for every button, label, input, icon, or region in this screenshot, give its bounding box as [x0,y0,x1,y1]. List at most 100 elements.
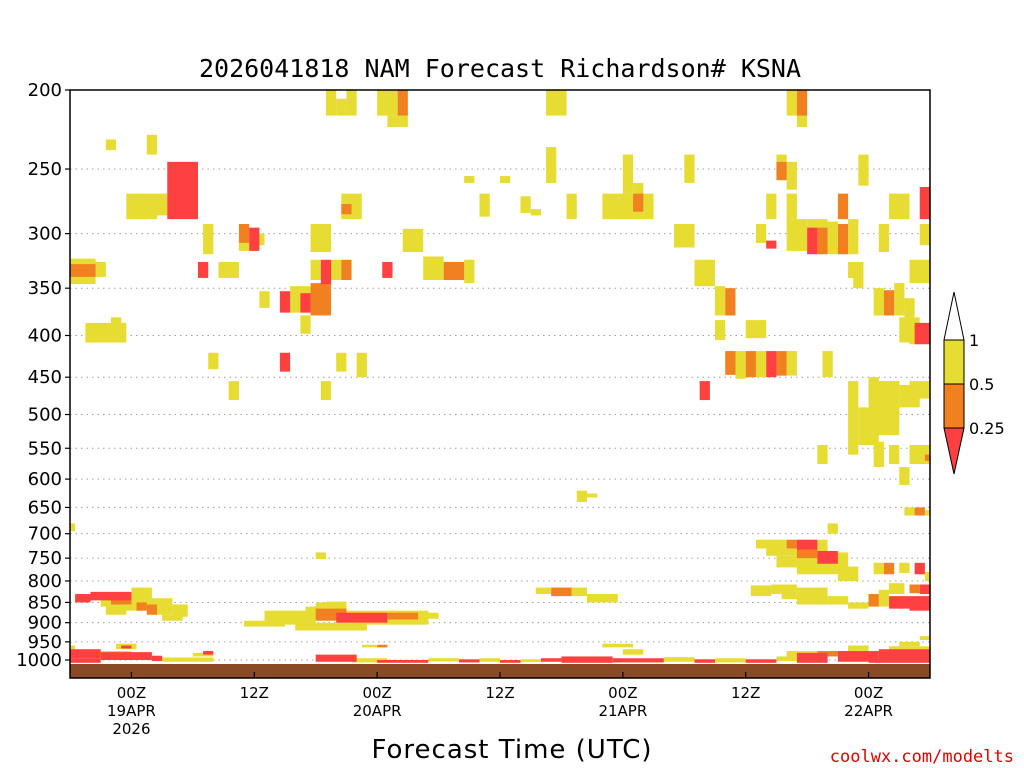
ri-cell [320,259,332,285]
ri-cell [796,115,808,127]
ri-cell [259,291,270,308]
x-axis-label: Forecast Time (UTC) [371,735,652,765]
y-tick-label: 300 [28,224,62,245]
ri-cell [602,193,634,220]
ri-cell [663,657,695,662]
ri-cell [121,645,132,649]
ri-cell [914,322,930,345]
ri-cell [75,594,91,603]
y-tick-label: 650 [28,497,62,518]
ri-cell [643,193,654,220]
ri-cell [745,320,767,339]
ri-cell [310,224,332,253]
ri-cell [786,90,797,116]
ri-cell [924,572,930,581]
ri-cell [110,317,122,327]
ri-cell [136,602,147,611]
ri-cell [889,583,905,595]
ri-cell [745,351,756,378]
ri-cell [827,221,838,255]
ri-cell [889,193,910,220]
ri-cell [796,539,818,550]
legend-band [943,383,965,429]
ri-cell [878,589,890,607]
ri-cell [755,539,787,549]
ri-cell [796,548,818,559]
y-tick-label: 900 [28,613,62,634]
ri-cell [428,658,460,662]
ri-cell [423,256,444,281]
ri-cell [817,227,828,255]
ri-cell [776,656,797,662]
x-tick-label: 19APR [107,702,156,720]
ri-cell [766,548,797,556]
ri-cell [909,317,920,345]
y-tick-label: 1000 [16,650,62,671]
ri-cell [848,645,869,652]
ri-cell [848,261,859,278]
color-legend: 1 0.5 0.25 [943,291,1005,475]
ri-cell [837,566,859,581]
y-tick-label: 750 [28,548,62,569]
ri-cell [535,587,552,595]
ri-cell [633,193,644,212]
ri-cell [320,381,332,401]
legend-label: 1 [969,331,979,350]
ri-cell [781,584,797,600]
ri-cell [766,240,777,249]
ri-cell [919,636,930,640]
y-tick-label: 250 [28,159,62,180]
ri-cell [909,604,930,611]
ri-cell [602,643,634,648]
ri-cell [110,597,132,605]
x-tick-label: 12Z [485,684,514,702]
ri-cell [341,204,352,215]
y-tick-label: 600 [28,469,62,490]
ri-cell [796,652,828,663]
ri-cell [750,585,772,597]
x-tick-label: 00Z [362,684,391,702]
legend-band [943,339,965,385]
ri-cell [70,649,101,659]
x-tick-label: 2026 [112,720,150,738]
legend-bottom-arrow [943,427,965,475]
ri-cell [315,602,326,611]
ri-cell [228,381,239,401]
ri-cell [699,381,710,401]
x-tick-label: 20APR [353,702,402,720]
ri-cell [848,219,859,255]
ri-cell [70,264,96,277]
ri-cell [899,562,910,573]
x-tick-label: 00Z [608,684,637,702]
ri-cell [725,288,736,316]
ri-cell [914,562,925,575]
ground-bar [70,664,930,678]
ri-cell [520,659,541,663]
ri-cell [822,351,833,378]
y-tick-label: 850 [28,592,62,613]
x-tick-label: 21APR [598,702,647,720]
ri-cell [203,651,214,655]
ri-cell [90,591,132,601]
ri-cell [387,115,408,127]
ri-cell [873,562,884,575]
ri-cell [894,283,905,316]
ri-cell [755,224,767,243]
ri-cell [909,445,930,465]
ri-cell [832,552,849,562]
ri-cell [295,622,367,631]
ri-cell [878,649,930,660]
ri-cell [807,219,828,229]
ri-cell [203,224,214,255]
ri-cell [755,351,767,378]
ri-cell [853,261,864,289]
ri-cell [551,587,572,597]
ri-cell [587,594,618,603]
ri-cell [848,602,869,609]
ri-cell [162,614,183,621]
ri-cell [500,176,511,183]
ri-cell [776,161,787,181]
ri-cell [336,352,347,372]
x-tick-label: 12Z [240,684,269,702]
ri-cell [464,259,475,284]
